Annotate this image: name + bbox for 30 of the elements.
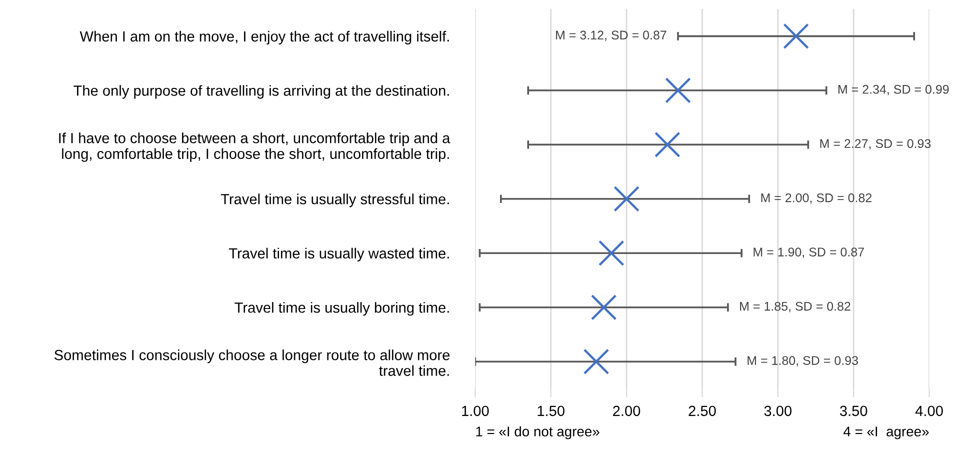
- x-tick-label: 4.00: [915, 406, 943, 416]
- annotation: M = 1.90, SD = 0.87: [754, 248, 864, 258]
- point: [654, 132, 680, 158]
- y-tick-label: Sometimes I consciously choose a longer route to allow more travel time.: [54, 350, 450, 376]
- y-tick-label: When I am on the move, I enjoy the act of travelling itself.: [80, 30, 449, 44]
- point: [614, 186, 640, 212]
- y-tick-label: Travel time is usually stressful time.: [220, 194, 449, 208]
- y-tick-label: Travel time is usually boring time.: [234, 302, 449, 316]
- x-tick-label: 3.00: [764, 406, 792, 416]
- annotation: M = 2.27, SD = 0.93: [820, 139, 931, 150]
- point: [665, 77, 691, 104]
- text: 1 = «I do not agree»: [476, 426, 600, 440]
- x-tick-label: 2.50: [688, 406, 716, 416]
- x-tick-label: 2.00: [613, 406, 640, 416]
- x-tick-label: 3.50: [840, 406, 868, 416]
- y-tick-label: The only purpose of travelling is arriving at the destination.: [74, 85, 449, 99]
- text: 4 = «I agree»: [843, 426, 929, 440]
- annotation: M = 2.34, SD = 0.99: [838, 84, 949, 96]
- point: [783, 23, 809, 50]
- point: [598, 240, 624, 266]
- point: [590, 294, 617, 320]
- annotation: M = 2.00, SD = 0.82: [761, 193, 872, 204]
- y-tick-label: Travel time is usually wasted time.: [228, 248, 449, 262]
- annotation: M = 3.12, SD = 0.87: [556, 30, 666, 41]
- x-tick-label: 1.00: [462, 406, 489, 416]
- point: [583, 348, 610, 375]
- y-tick-label: If I have to choose between a short, uncomfortable trip and a long, comfortable trip, I choose the short, uncomfortable trip.: [59, 132, 450, 162]
- annotation: M = 1.85, SD = 0.82: [740, 302, 850, 312]
- x-tick-label: 1.50: [538, 406, 564, 416]
- annotation: M = 1.80, SD = 0.93: [748, 356, 858, 366]
